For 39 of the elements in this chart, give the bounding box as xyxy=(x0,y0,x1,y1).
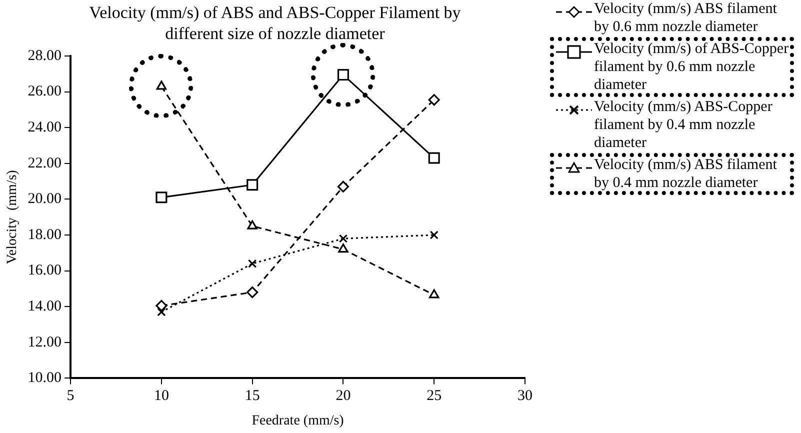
x-tick-label: 20 xyxy=(336,388,351,404)
x-tick-label: 25 xyxy=(426,388,442,404)
point xyxy=(428,94,440,106)
point xyxy=(156,80,167,90)
point xyxy=(430,230,438,240)
point xyxy=(246,286,258,298)
x-tick-label: 10 xyxy=(154,388,169,404)
legend-label: Velocity (mm/s) ABS-Copper filament by 0.4 mm nozzle diameter xyxy=(594,98,774,152)
point xyxy=(338,234,348,243)
y-axis-title: Velocity (mm/s) xyxy=(5,170,20,264)
point xyxy=(156,192,168,204)
point xyxy=(156,300,168,312)
y-tick-label: 10.00 xyxy=(28,370,62,386)
y-tick-label: 26.00 xyxy=(28,84,62,100)
legend-label: Velocity (mm/s) ABS filament by 0.6 mm nozzle diameter xyxy=(594,0,778,36)
y-tick-label: 18.00 xyxy=(28,226,62,243)
point xyxy=(428,289,440,298)
legend-label: Velocity (mm/s) of ABS-Copper filament by 0.6 mm nozzle diameter xyxy=(594,40,790,94)
y-tick-label: 14.00 xyxy=(28,298,62,315)
point xyxy=(157,308,166,316)
point xyxy=(246,179,258,191)
y-tick-label: 28.00 xyxy=(28,48,62,64)
point xyxy=(337,180,350,192)
y-tick-label: 16.00 xyxy=(28,262,62,279)
x-tick-label: 30 xyxy=(518,388,532,404)
x-axis-title: Feedrate (mm/s) xyxy=(252,413,344,428)
chart-title: Velocity (mm/s) of ABS and ABS-Copper Filament by different size of nozzle diameter xyxy=(88,2,462,44)
y-tick-label: 12.00 xyxy=(28,334,62,350)
y-tick-label: 22.00 xyxy=(28,155,62,172)
point xyxy=(337,69,349,81)
point xyxy=(247,220,258,230)
y-tick-label: 20.00 xyxy=(28,191,62,208)
point xyxy=(428,152,440,164)
y-tick-label: 24.00 xyxy=(28,120,62,136)
point xyxy=(338,244,348,253)
x-tick-label: 5 xyxy=(66,388,74,404)
x-tick-label: 15 xyxy=(244,388,260,404)
legend-label: Velocity (mm/s) ABS filament by 0.4 mm nozzle diameter xyxy=(594,156,778,192)
point xyxy=(248,259,257,268)
